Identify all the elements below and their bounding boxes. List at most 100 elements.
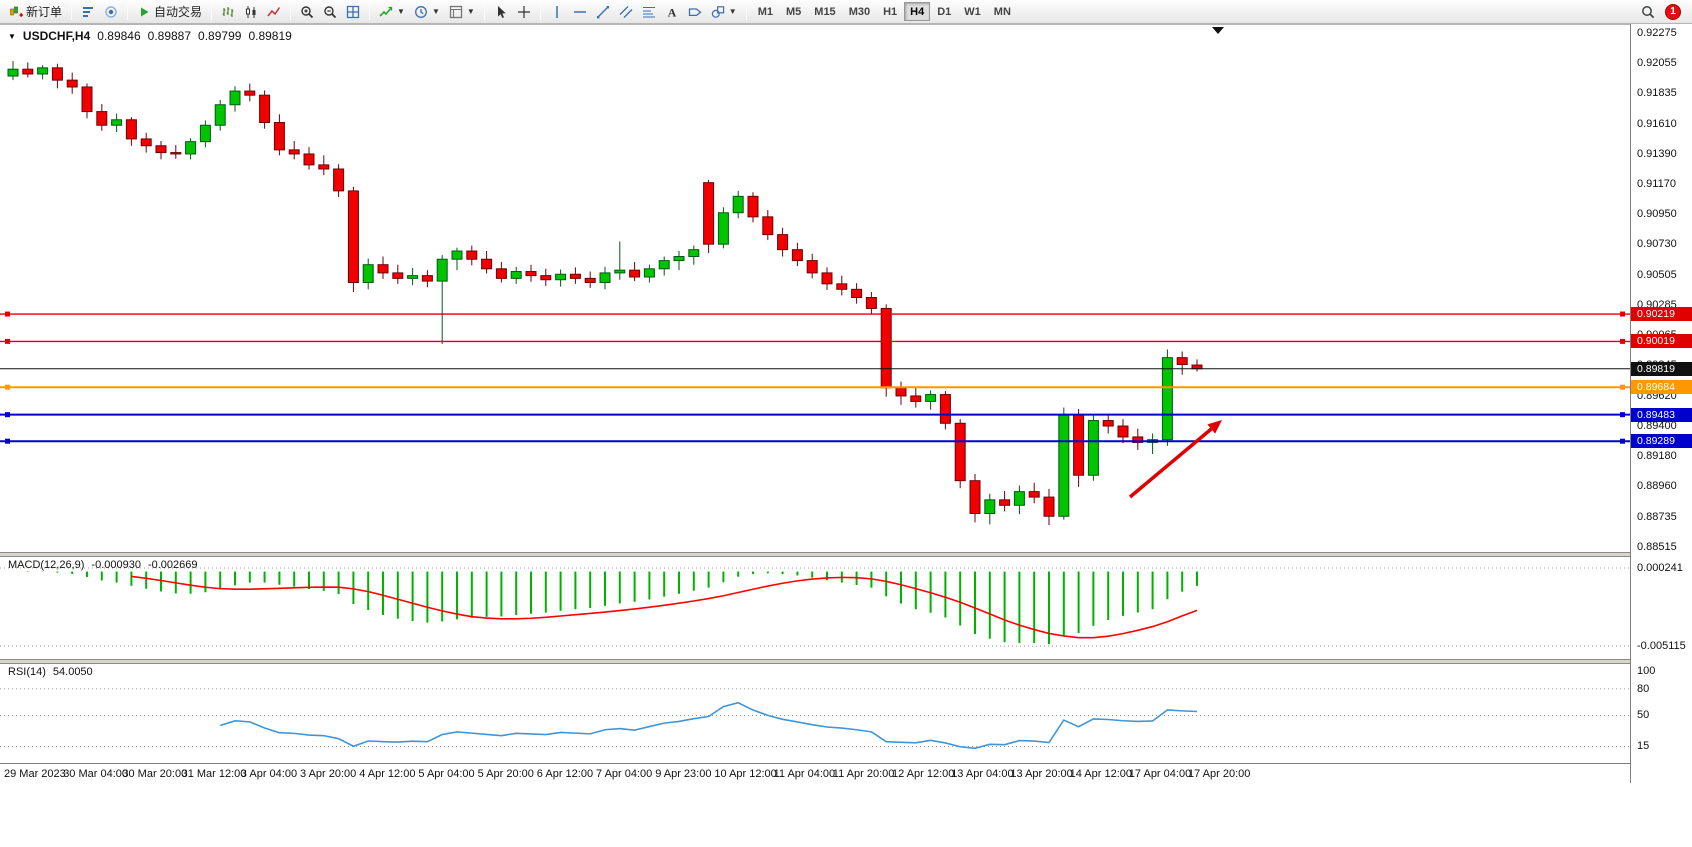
line-chart-button[interactable] <box>263 1 285 22</box>
timeframe-m15-button[interactable]: M15 <box>814 5 836 18</box>
shapes-button[interactable]: ▼ <box>707 1 741 22</box>
timeframe-m30-button[interactable]: M30 <box>848 5 871 18</box>
speaker-icon <box>105 5 117 18</box>
panel-separator[interactable] <box>0 659 1630 664</box>
order-icon <box>10 6 23 17</box>
timeframe-h4-button[interactable]: H4 <box>904 2 931 21</box>
time-axis-label: 30 Mar 20:00 <box>122 768 188 780</box>
support-line-1[interactable] <box>0 412 1630 418</box>
toolbar: 新订单 自动交易 ▼ ▼ ▼ A ▼ M1 M5 M15 M30 H1 H4 D1 W1 MN 1 <box>0 0 1692 24</box>
candlestick-chart-button[interactable] <box>240 1 262 22</box>
candles-icon <box>246 5 256 18</box>
macd-histogram <box>26 571 1198 645</box>
time-axis-label: 13 Apr 04:00 <box>951 768 1014 780</box>
macd-name: MACD(12,26,9) <box>8 559 85 571</box>
timeframe-mn-button[interactable]: MN <box>993 5 1011 18</box>
panel-separator[interactable] <box>0 552 1630 557</box>
toolbar-right-group: 1 <box>1637 1 1687 22</box>
quote-open: 0.89846 <box>97 29 141 43</box>
timeframe-w1-button[interactable]: W1 <box>964 5 981 18</box>
zoom-out-button[interactable] <box>319 1 341 22</box>
toolbar-separator <box>127 3 129 20</box>
label-icon <box>688 7 702 16</box>
indicators-button[interactable]: ▼ <box>375 1 409 22</box>
fibonacci-button[interactable] <box>638 1 660 22</box>
fibo-icon <box>642 6 655 18</box>
time-axis-label: 5 Apr 20:00 <box>477 768 534 780</box>
autotrading-button-label: 自动交易 <box>154 5 203 19</box>
time-axis-label: 10 Apr 12:00 <box>714 768 777 780</box>
hline-icon <box>573 10 586 13</box>
rsi-axis-label: 50 <box>1637 709 1650 722</box>
news-button[interactable] <box>100 1 122 22</box>
rsi-axis-label: 100 <box>1637 665 1656 678</box>
trendline-button[interactable] <box>592 1 614 22</box>
time-axis-label: 30 Mar 04:00 <box>63 768 129 780</box>
label-button[interactable] <box>684 1 706 22</box>
notification-badge[interactable]: 1 <box>1665 3 1681 20</box>
timeframe-m5-button[interactable]: M5 <box>786 5 802 18</box>
price-axis-label: 0.88735 <box>1637 510 1677 523</box>
chart-shift-marker-icon[interactable] <box>1212 27 1224 34</box>
timeframe-h1-button[interactable]: H1 <box>883 5 898 18</box>
bar-chart-button[interactable] <box>217 1 239 22</box>
timeframe-d1-button[interactable]: D1 <box>937 5 952 18</box>
price-axis[interactable]: 0.92275 0.92055 0.91835 0.91610 0.91390 0.911… <box>1630 24 1692 783</box>
charts-profile-button[interactable] <box>77 1 99 22</box>
chart-symbol-period: USDCHF,H4 <box>22 29 91 43</box>
price-tag-0.90019: 0.90019 <box>1631 334 1692 349</box>
price-axis-label: 0.89400 <box>1637 420 1677 432</box>
time-axis-label: 5 Apr 04:00 <box>418 768 475 780</box>
zoom-in-button[interactable] <box>296 1 318 22</box>
horizontal-line-button[interactable] <box>569 1 591 22</box>
macd-indicator-label: MACD(12,26,9) -0.000930 -0.002669 <box>8 559 198 571</box>
toolbar-separator <box>745 3 747 20</box>
vline-icon <box>556 5 558 18</box>
zoom-out-icon <box>324 5 337 18</box>
time-axis-label: 6 Apr 12:00 <box>536 768 594 780</box>
channel-icon <box>619 5 633 18</box>
price-tag-0.89289: 0.89289 <box>1631 434 1692 449</box>
macd-main-value: -0.000930 <box>91 559 141 571</box>
line-icon <box>267 6 281 16</box>
macd-axis-label: 0.000241 <box>1637 562 1683 575</box>
support-line-2[interactable] <box>0 438 1630 444</box>
templates-button[interactable]: ▼ <box>445 1 479 22</box>
crosshair-button[interactable] <box>513 1 535 22</box>
quote-low: 0.89799 <box>198 29 242 43</box>
autotrading-button[interactable]: 自动交易 <box>133 1 206 22</box>
timeframe-m1-button[interactable]: M1 <box>757 5 773 18</box>
rsi-indicator-label: RSI(14) 54.0050 <box>8 666 93 678</box>
new-order-button-label: 新订单 <box>26 5 63 19</box>
new-order-button[interactable]: 新订单 <box>5 1 66 22</box>
resistance-line-2[interactable] <box>0 338 1630 344</box>
periods-button[interactable]: ▼ <box>410 1 444 22</box>
time-axis[interactable]: 29 Mar 2023 30 Mar 04:00 30 Mar 20:00 31 Ma… <box>0 763 1630 783</box>
search-button[interactable] <box>1637 1 1659 22</box>
equidistant-channel-button[interactable] <box>615 1 637 22</box>
chevron-down-icon: ▼ <box>466 7 475 16</box>
time-axis-label: 3 Apr 20:00 <box>300 768 357 780</box>
bars-icon <box>222 6 234 17</box>
toolbar-separator <box>539 3 541 20</box>
chart-menu-icon[interactable]: ▼ <box>8 31 16 41</box>
quote-close: 0.89819 <box>248 29 292 43</box>
search-icon <box>1642 5 1655 18</box>
indicator-icon <box>379 6 393 17</box>
text-button[interactable]: A <box>661 1 683 22</box>
cursor-button[interactable] <box>490 1 512 22</box>
chevron-down-icon: ▼ <box>397 7 405 16</box>
macd-signal-line <box>131 575 1198 639</box>
time-axis-label: 9 Apr 23:00 <box>655 768 712 780</box>
time-axis-label: 13 Apr 20:00 <box>1010 768 1073 780</box>
pivot-line[interactable] <box>0 384 1630 390</box>
price-axis-label: 0.88960 <box>1637 480 1677 493</box>
tile-windows-button[interactable] <box>342 1 364 22</box>
resistance-line-1[interactable] <box>0 311 1630 317</box>
play-icon <box>141 7 149 16</box>
vertical-line-button[interactable] <box>546 1 568 22</box>
time-axis-label: 14 Apr 12:00 <box>1069 768 1132 780</box>
price-axis-label: 0.90730 <box>1637 238 1677 251</box>
trend-arrow-annotation[interactable] <box>1128 420 1222 499</box>
